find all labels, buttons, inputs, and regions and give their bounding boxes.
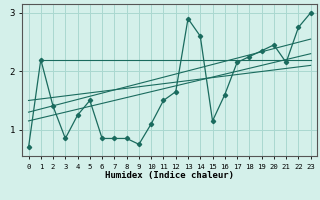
X-axis label: Humidex (Indice chaleur): Humidex (Indice chaleur)	[105, 171, 234, 180]
